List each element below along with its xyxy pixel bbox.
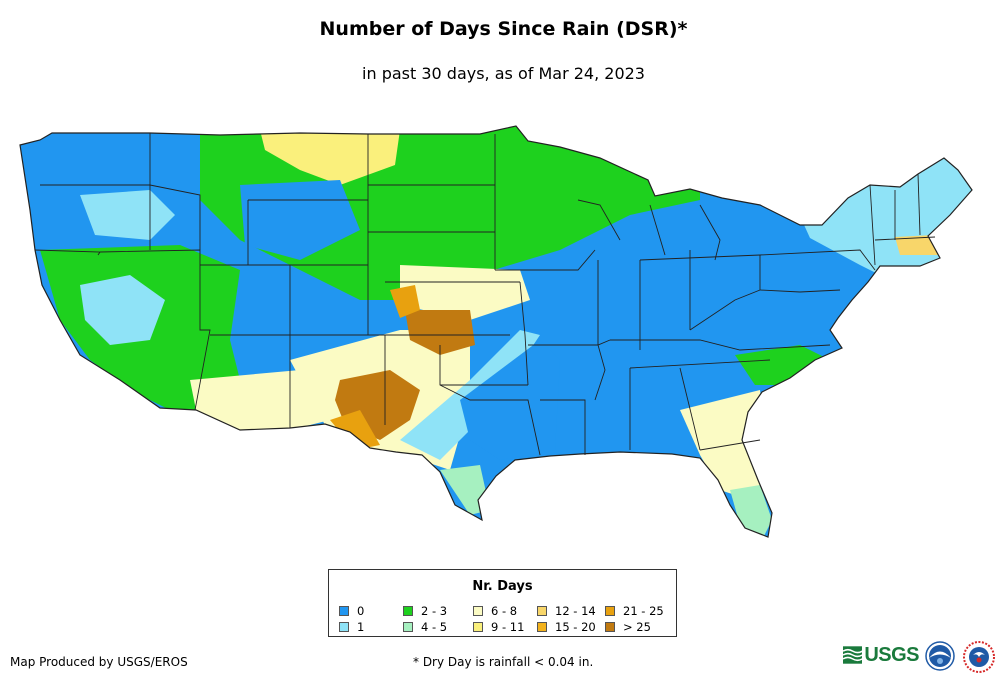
legend-label: 15 - 20: [555, 620, 596, 634]
legend-item-2-3-days: 2 - 3: [403, 604, 447, 618]
usgs-wordmark: USGS: [864, 643, 919, 666]
legend-label: 0: [357, 604, 365, 618]
legend-item-15-20-days: 15 - 20: [537, 620, 596, 634]
usgs-wave-icon: [843, 646, 863, 664]
legend-swatch: [605, 606, 615, 616]
legend-item-0-days: 0: [339, 604, 364, 618]
map-title: Number of Days Since Rain (DSR)*: [319, 18, 688, 40]
legend-swatch: [473, 622, 483, 632]
state-borders: [19, 125, 973, 538]
map-subtitle: in past 30 days, as of Mar 24, 2023: [362, 64, 645, 83]
region-1-day-great-basin: [80, 275, 165, 345]
legend-title: Nr. Days: [472, 579, 533, 594]
legend-swatch: [537, 622, 547, 632]
legend-item-gt25-days: > 25: [605, 620, 651, 634]
dsr-color-regions: [20, 126, 972, 537]
usgs-logo: USGS: [843, 641, 919, 669]
region-12-14-days-new-england: [895, 235, 938, 255]
legend-item-21-25-days: 21 - 25: [605, 604, 664, 618]
region-4-5-days-florida: [730, 485, 772, 537]
legend-label: 2 - 3: [421, 604, 448, 618]
legend: Nr. Days 0 1 2 - 3 4 - 5 6 - 8 9 - 11 12…: [328, 569, 677, 637]
legend-label: 1: [357, 620, 365, 634]
legend-swatch: [605, 622, 615, 632]
region-gt25-days-kansas: [405, 310, 475, 355]
legend-swatch: [339, 606, 349, 616]
legend-label: 4 - 5: [421, 620, 448, 634]
legend-swatch: [537, 606, 547, 616]
legend-swatch: [403, 622, 413, 632]
region-21-25-days-colorado: [390, 285, 420, 318]
dry-day-footnote: * Dry Day is rainfall < 0.04 in.: [413, 655, 594, 669]
legend-swatch: [473, 606, 483, 616]
legend-item-6-8-days: 6 - 8: [473, 604, 517, 618]
nws-logo-icon: [963, 641, 995, 673]
map-credit: Map Produced by USGS/EROS: [10, 655, 188, 669]
legend-item-9-11-days: 9 - 11: [473, 620, 524, 634]
region-1-day-pacific-nw: [80, 190, 175, 240]
legend-item-12-14-days: 12 - 14: [537, 604, 596, 618]
noaa-logo-icon: [925, 641, 955, 671]
legend-item-4-5-days: 4 - 5: [403, 620, 447, 634]
region-6-8-days-central-plains: [400, 265, 530, 320]
region-9-11-days-montana: [260, 130, 400, 185]
legend-label: 21 - 25: [623, 604, 664, 618]
legend-swatch: [403, 606, 413, 616]
region-6-8-days-southwest: [190, 370, 330, 430]
legend-label: 12 - 14: [555, 604, 596, 618]
legend-item-1-day: 1: [339, 620, 364, 634]
legend-label: 6 - 8: [491, 604, 518, 618]
legend-label: > 25: [623, 620, 651, 634]
legend-swatch: [339, 622, 349, 632]
region-21-25-days-trans-pecos: [330, 410, 380, 450]
region-4-5-days-texas-coast: [440, 465, 490, 515]
legend-label: 9 - 11: [491, 620, 525, 634]
